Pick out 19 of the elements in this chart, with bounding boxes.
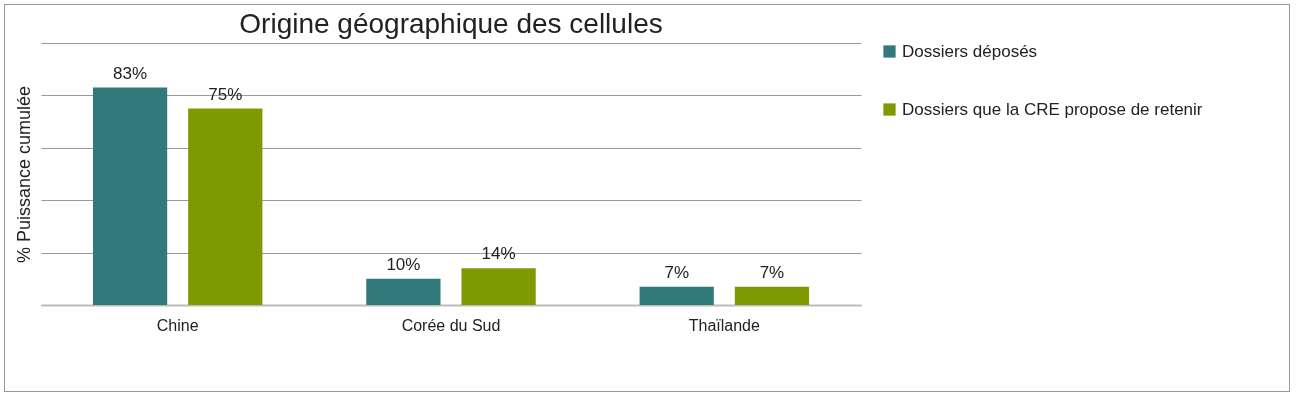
data-label: 7% [759, 262, 785, 282]
data-label: 83% [113, 63, 148, 83]
data-label: 10% [386, 254, 421, 274]
legend-label: Dossiers que la CRE propose de retenir [902, 99, 1203, 119]
chart-title: Origine géographique des cellules [239, 8, 663, 39]
legend-label: Dossiers déposés [902, 41, 1038, 61]
bar [188, 108, 263, 305]
data-label: 75% [208, 84, 243, 104]
x-tick-label: Chine [156, 316, 199, 334]
x-tick-label: Thaïlande [688, 316, 761, 334]
data-label: 7% [664, 262, 690, 282]
bar [639, 286, 714, 305]
bar [461, 268, 536, 305]
y-axis-title: % Puissance cumulée [13, 85, 34, 264]
x-tick-label: Corée du Sud [401, 316, 501, 334]
bar [366, 278, 441, 305]
bar [92, 87, 168, 305]
bar [734, 286, 810, 305]
data-label: 14% [481, 244, 516, 264]
